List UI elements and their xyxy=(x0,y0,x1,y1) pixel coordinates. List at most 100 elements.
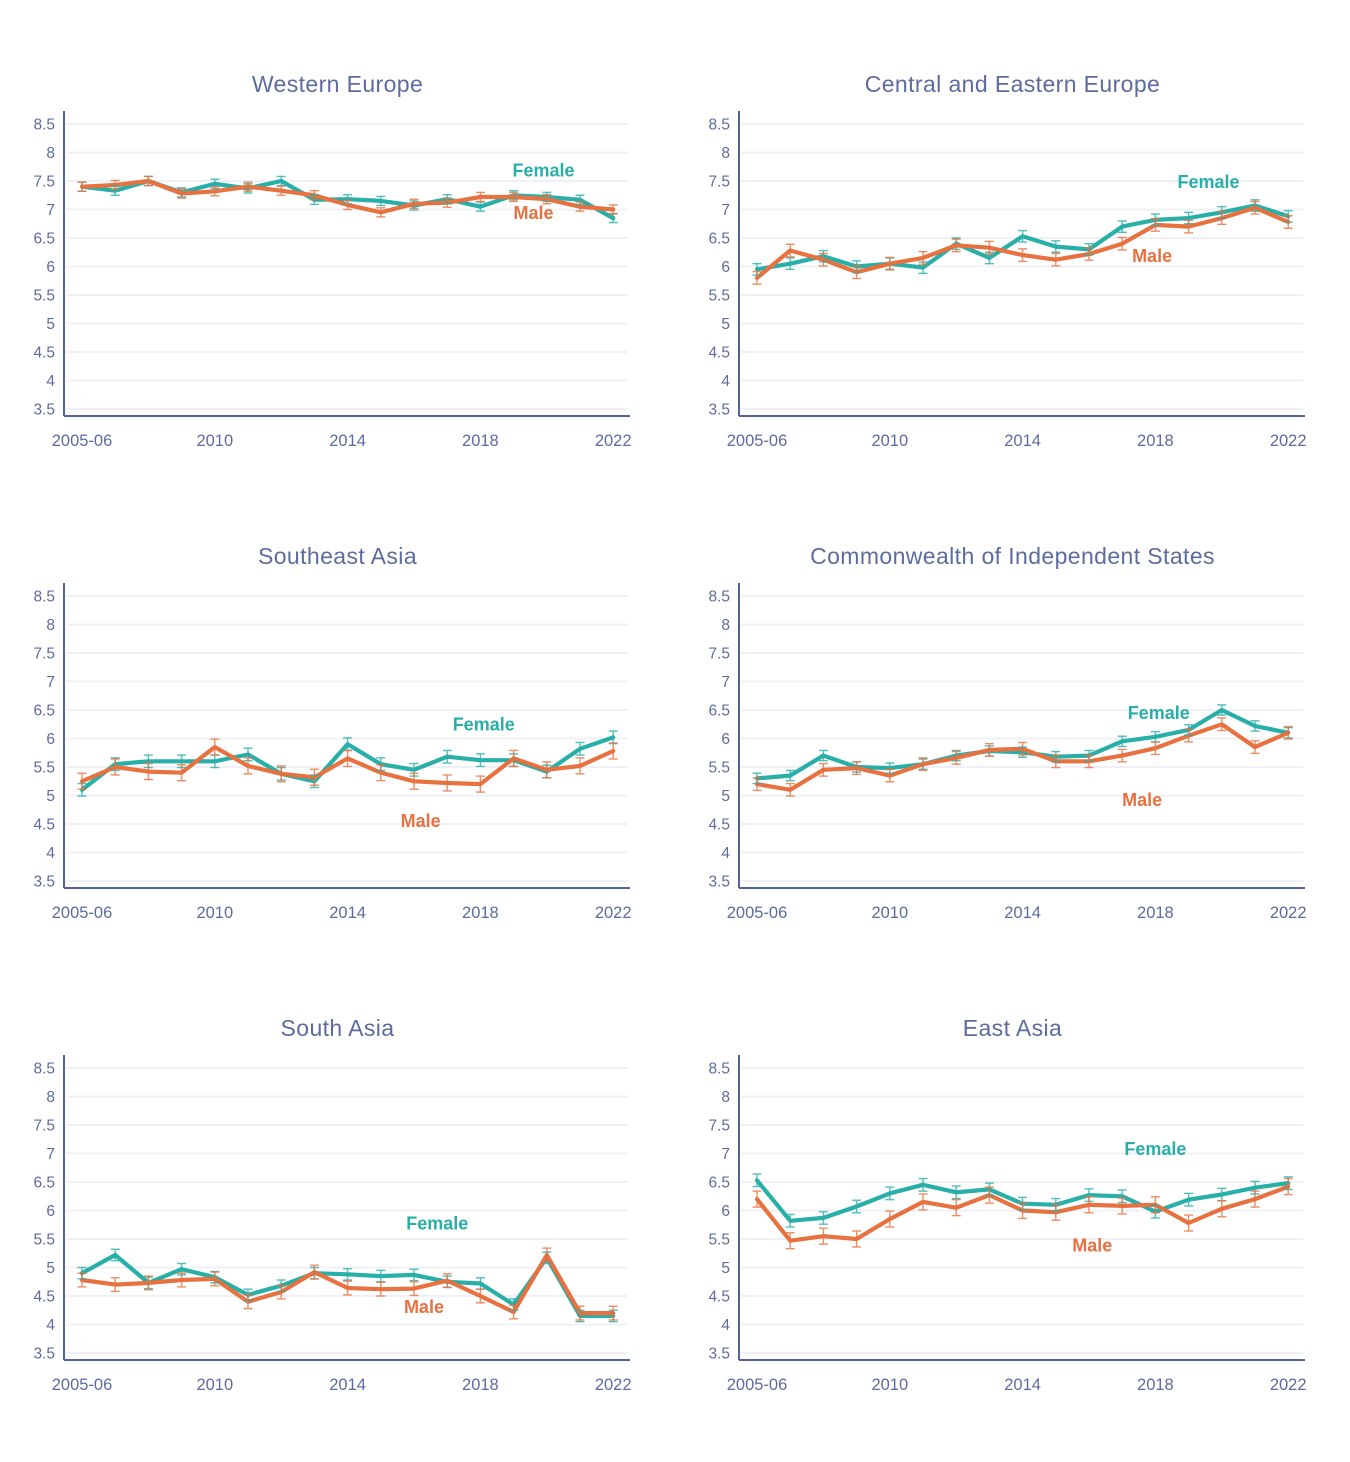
x-tick-label: 2010 xyxy=(871,1376,908,1394)
y-tick-label: 8.5 xyxy=(33,117,55,134)
male-series-label: Male xyxy=(513,203,553,223)
chart-south-asia: South Asia 8.5 8 7.5 7 6.5 6 5.5 5 4.5 4 3.5 2005-0… xyxy=(0,990,675,1462)
x-tick-label: 2005-06 xyxy=(51,904,112,922)
y-tick-label: 3.5 xyxy=(708,402,730,419)
x-tick-label: 2022 xyxy=(594,432,631,450)
y-tick-label: 7 xyxy=(46,674,55,691)
female-series-label: Female xyxy=(1177,172,1239,192)
y-tick-label: 5.5 xyxy=(33,288,55,305)
y-tick-label: 8.5 xyxy=(708,1061,730,1078)
y-tick-label: 4.5 xyxy=(708,817,730,834)
x-tick-label: 2018 xyxy=(1137,432,1174,450)
male-error-bars xyxy=(752,717,1293,797)
chart-central-eastern-europe: Central and Eastern Europe 8.5 8 7.5 7 6.5 6 5… xyxy=(675,46,1350,518)
y-tick-label: 5.5 xyxy=(33,1232,55,1249)
chart-title: Central and Eastern Europe xyxy=(864,71,1161,97)
y-tick-label: 7 xyxy=(721,202,730,219)
female-series-label: Female xyxy=(1124,1139,1186,1159)
male-series-label: Male xyxy=(403,1297,443,1317)
chart-canvas-commonwealth-independent-states: 8.5 8 7.5 7 6.5 6 5.5 5 4.5 4 3.5 2005-06 2010 2014 20… xyxy=(708,583,1306,922)
x-tick-label: 2018 xyxy=(462,432,499,450)
x-tick-label: 2022 xyxy=(1269,1376,1306,1394)
x-tick-label: 2005-06 xyxy=(51,1376,112,1394)
y-tick-label: 8.5 xyxy=(33,1061,55,1078)
x-tick-label: 2010 xyxy=(196,432,233,450)
x-tick-label: 2018 xyxy=(462,1376,499,1394)
y-tick-label: 8 xyxy=(721,617,730,634)
x-tick-label: 2010 xyxy=(196,904,233,922)
y-tick-label: 7 xyxy=(721,1146,730,1163)
female-error-bars xyxy=(752,1173,1293,1228)
y-tick-label: 5.5 xyxy=(708,760,730,777)
y-tick-label: 3.5 xyxy=(33,1346,55,1363)
x-tick-label: 2022 xyxy=(1269,904,1306,922)
y-tick-label: 6.5 xyxy=(708,1175,730,1192)
y-tick-label: 6.5 xyxy=(33,703,55,720)
x-tick-label: 2022 xyxy=(594,1376,631,1394)
y-tick-label: 7 xyxy=(721,674,730,691)
y-tick-label: 8 xyxy=(46,617,55,634)
y-tick-label: 4.5 xyxy=(708,1289,730,1306)
chart-canvas-south-asia: 8.5 8 7.5 7 6.5 6 5.5 5 4.5 4 3.5 2005-06 2010 2014 20… xyxy=(33,1055,631,1394)
y-tick-label: 6 xyxy=(721,1203,730,1220)
x-tick-label: 2022 xyxy=(594,904,631,922)
y-tick-label: 7.5 xyxy=(708,174,730,191)
y-tick-label: 5.5 xyxy=(708,1232,730,1249)
male-error-bars xyxy=(77,1247,618,1321)
x-tick-label: 2018 xyxy=(1137,904,1174,922)
y-tick-label: 4 xyxy=(721,373,730,390)
y-tick-label: 7.5 xyxy=(33,646,55,663)
y-tick-label: 6.5 xyxy=(33,231,55,248)
chart-southeast-asia: Southeast Asia 8.5 8 7.5 7 6.5 6 5.5 5 4.5 4 3.5 20… xyxy=(0,518,675,990)
y-tick-label: 3.5 xyxy=(708,1346,730,1363)
y-tick-label: 6.5 xyxy=(33,1175,55,1192)
y-tick-label: 8.5 xyxy=(708,589,730,606)
y-tick-label: 6 xyxy=(46,259,55,276)
male-series-label: Male xyxy=(1072,1236,1112,1256)
y-tick-label: 8 xyxy=(46,1089,55,1106)
x-tick-label: 2014 xyxy=(1004,1376,1041,1394)
y-tick-label: 6 xyxy=(721,259,730,276)
x-tick-label: 2010 xyxy=(871,432,908,450)
y-tick-label: 4.5 xyxy=(33,817,55,834)
y-tick-label: 5.5 xyxy=(33,760,55,777)
y-tick-label: 5 xyxy=(46,1260,55,1277)
y-tick-label: 7.5 xyxy=(708,646,730,663)
x-tick-label: 2005-06 xyxy=(726,432,787,450)
chart-title: Commonwealth of Independent States xyxy=(810,543,1215,569)
male-series-label: Male xyxy=(400,811,440,831)
y-tick-label: 6.5 xyxy=(708,231,730,248)
chart-western-europe: Western Europe 8.5 8 7.5 7 6.5 6 5.5 5 4.5 4 3.5 20… xyxy=(0,46,675,518)
y-tick-label: 8 xyxy=(46,145,55,162)
y-tick-label: 6 xyxy=(721,731,730,748)
y-tick-label: 7 xyxy=(46,1146,55,1163)
y-tick-label: 5 xyxy=(46,316,55,333)
chart-canvas-east-asia: 8.5 8 7.5 7 6.5 6 5.5 5 4.5 4 3.5 2005-06 2010 2014 20… xyxy=(708,1055,1306,1394)
x-tick-label: 2014 xyxy=(329,1376,366,1394)
chart-title: Western Europe xyxy=(251,71,424,97)
x-tick-label: 2005-06 xyxy=(726,904,787,922)
y-tick-label: 8.5 xyxy=(33,589,55,606)
y-tick-label: 4 xyxy=(46,373,55,390)
female-series-label: Female xyxy=(512,160,574,180)
x-tick-label: 2005-06 xyxy=(51,432,112,450)
male-error-bars xyxy=(752,200,1293,285)
y-tick-label: 7.5 xyxy=(33,1118,55,1135)
y-tick-label: 8 xyxy=(721,1089,730,1106)
y-tick-label: 4 xyxy=(46,845,55,862)
chart-title: South Asia xyxy=(280,1015,395,1041)
y-tick-label: 3.5 xyxy=(708,874,730,891)
y-tick-label: 4.5 xyxy=(708,345,730,362)
male-series-label: Male xyxy=(1122,790,1162,810)
x-tick-label: 2014 xyxy=(1004,904,1041,922)
x-tick-label: 2014 xyxy=(329,432,366,450)
y-tick-label: 7.5 xyxy=(33,174,55,191)
page-root: Western Europe 8.5 8 7.5 7 6.5 6 5.5 5 4.5 4 3.5 20… xyxy=(0,46,1350,1394)
male-series-label: Male xyxy=(1132,246,1172,266)
chart-canvas-central-eastern-europe: 8.5 8 7.5 7 6.5 6 5.5 5 4.5 4 3.5 2005-06 2010 2014 20… xyxy=(708,111,1306,450)
x-tick-label: 2018 xyxy=(1137,1376,1174,1394)
chart-canvas-southeast-asia: 8.5 8 7.5 7 6.5 6 5.5 5 4.5 4 3.5 2005-06 2010 2014 20… xyxy=(33,583,631,922)
x-tick-label: 2010 xyxy=(196,1376,233,1394)
y-tick-label: 5.5 xyxy=(708,288,730,305)
y-tick-label: 5 xyxy=(721,316,730,333)
